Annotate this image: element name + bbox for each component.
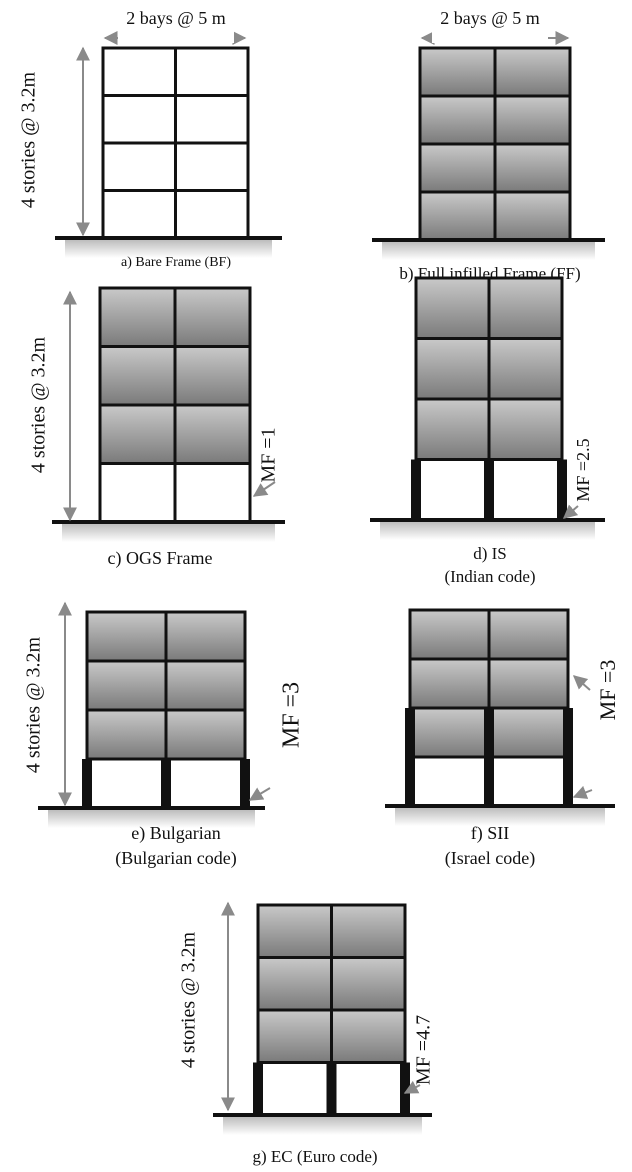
infill bbox=[416, 278, 489, 339]
infill bbox=[258, 1010, 332, 1063]
infill bbox=[489, 399, 562, 460]
infill bbox=[87, 661, 166, 710]
label-bg bbox=[432, 9, 548, 43]
stiff-column bbox=[484, 459, 494, 520]
infill bbox=[166, 661, 245, 710]
infill bbox=[420, 48, 495, 96]
height-label: 4 stories @ 3.2m bbox=[178, 931, 200, 1068]
dimension-arrow bbox=[252, 481, 276, 497]
stiff-column bbox=[240, 759, 250, 808]
infill bbox=[489, 610, 568, 659]
stiff-column bbox=[563, 708, 573, 806]
infill bbox=[489, 659, 568, 708]
ground-shadow bbox=[62, 524, 275, 542]
ground-shadow bbox=[48, 810, 255, 828]
height-label: 4 stories @ 3.2m bbox=[18, 71, 40, 208]
infill bbox=[87, 612, 166, 661]
dimension-arrow bbox=[572, 675, 591, 691]
dimension-arrow bbox=[572, 785, 593, 799]
mf-label: MF =3 bbox=[279, 682, 305, 748]
stiff-column bbox=[82, 759, 92, 808]
infill bbox=[495, 96, 570, 144]
infill bbox=[175, 288, 250, 347]
stiff-column bbox=[411, 459, 421, 520]
height-label: 4 stories @ 3.2m bbox=[23, 636, 45, 773]
infill bbox=[410, 610, 489, 659]
caption: d) IS bbox=[473, 544, 507, 563]
infill bbox=[331, 957, 405, 1010]
infill bbox=[420, 96, 495, 144]
stiff-column bbox=[161, 759, 171, 808]
infill bbox=[489, 278, 562, 339]
caption: (Bulgarian code) bbox=[115, 848, 236, 869]
infill bbox=[495, 48, 570, 96]
stiff-column bbox=[400, 1062, 410, 1115]
ground-shadow bbox=[65, 240, 272, 258]
infill bbox=[258, 905, 332, 958]
stiff-column bbox=[484, 708, 494, 806]
infill bbox=[410, 659, 489, 708]
stiff-column bbox=[326, 1062, 337, 1115]
infill bbox=[420, 144, 495, 192]
infill bbox=[420, 192, 495, 240]
infill bbox=[331, 1010, 405, 1063]
infill bbox=[495, 144, 570, 192]
ground-shadow bbox=[395, 808, 605, 826]
mf-label: MF =4.7 bbox=[413, 1015, 435, 1085]
dimension-arrow bbox=[562, 504, 579, 519]
stiff-column bbox=[253, 1062, 263, 1115]
caption: (Israel code) bbox=[445, 848, 535, 869]
height-label: 4 stories @ 3.2m bbox=[28, 336, 50, 473]
infill bbox=[410, 708, 489, 757]
caption: a) Bare Frame (BF) bbox=[121, 255, 231, 270]
ground-shadow bbox=[382, 242, 595, 260]
mf-label: MF =1 bbox=[258, 427, 280, 482]
infill bbox=[258, 957, 332, 1010]
infill bbox=[100, 346, 175, 405]
caption: c) OGS Frame bbox=[108, 548, 213, 569]
infill bbox=[100, 405, 175, 464]
stiff-column bbox=[557, 459, 567, 520]
infill bbox=[100, 288, 175, 347]
infill bbox=[166, 612, 245, 661]
infill bbox=[166, 710, 245, 759]
mf-label: MF =2.5 bbox=[573, 438, 593, 501]
mf-label: MF =3 bbox=[595, 660, 620, 721]
infill bbox=[495, 192, 570, 240]
width-label: 2 bays @ 5 m bbox=[440, 8, 540, 28]
infill bbox=[87, 710, 166, 759]
dimension-arrow bbox=[248, 787, 271, 801]
infill bbox=[331, 905, 405, 958]
ground-shadow bbox=[223, 1117, 422, 1135]
width-label: 2 bays @ 5 m bbox=[126, 8, 226, 28]
caption: e) Bulgarian bbox=[131, 823, 220, 844]
stiff-column bbox=[405, 708, 415, 806]
caption: g) EC (Euro code) bbox=[252, 1147, 377, 1166]
infill bbox=[416, 338, 489, 399]
infill bbox=[416, 399, 489, 460]
label-bg bbox=[118, 9, 234, 43]
infill bbox=[489, 708, 568, 757]
caption: f) SII bbox=[471, 823, 510, 844]
ground-shadow bbox=[380, 522, 595, 540]
dimension-arrow bbox=[403, 1080, 421, 1094]
infill bbox=[175, 346, 250, 405]
infill bbox=[489, 338, 562, 399]
infill bbox=[175, 405, 250, 464]
caption: (Indian code) bbox=[444, 567, 535, 586]
